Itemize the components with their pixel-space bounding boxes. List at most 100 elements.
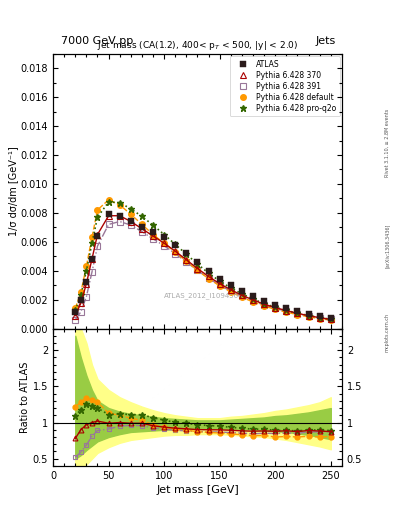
Pythia 6.428 default — [151, 231, 155, 238]
Pythia 6.428 370 — [140, 226, 144, 232]
ATLAS — [195, 259, 200, 265]
ATLAS — [228, 282, 233, 288]
Line: Pythia 6.428 370: Pythia 6.428 370 — [72, 213, 334, 322]
Pythia 6.428 pro-q2o — [73, 307, 78, 313]
Pythia 6.428 default — [195, 267, 200, 273]
Pythia 6.428 391 — [118, 219, 122, 225]
Text: [arXiv:1306.3436]: [arXiv:1306.3436] — [385, 224, 390, 268]
Pythia 6.428 default — [262, 303, 266, 309]
Pythia 6.428 pro-q2o — [195, 261, 200, 267]
Pythia 6.428 370 — [195, 265, 200, 271]
Pythia 6.428 370 — [217, 281, 222, 287]
Line: Pythia 6.428 391: Pythia 6.428 391 — [72, 219, 334, 323]
Pythia 6.428 default — [73, 305, 78, 311]
Pythia 6.428 pro-q2o — [240, 291, 244, 297]
Pythia 6.428 default — [217, 283, 222, 289]
Pythia 6.428 391 — [251, 298, 255, 304]
ATLAS — [217, 275, 222, 282]
Pythia 6.428 370 — [273, 305, 277, 311]
Pythia 6.428 391 — [151, 236, 155, 242]
Pythia 6.428 391 — [306, 313, 311, 319]
Pythia 6.428 pro-q2o — [273, 304, 277, 310]
Pythia 6.428 370 — [151, 233, 155, 239]
Pythia 6.428 391 — [284, 308, 289, 314]
Y-axis label: 1/σ dσ/dm [GeV⁻¹]: 1/σ dσ/dm [GeV⁻¹] — [8, 146, 18, 236]
ATLAS — [151, 228, 155, 234]
Pythia 6.428 370 — [129, 219, 133, 225]
Pythia 6.428 pro-q2o — [217, 278, 222, 284]
Line: ATLAS: ATLAS — [72, 211, 334, 321]
Pythia 6.428 391 — [106, 221, 111, 227]
Pythia 6.428 pro-q2o — [79, 292, 83, 298]
ATLAS — [79, 297, 83, 304]
Pythia 6.428 370 — [262, 301, 266, 307]
Pythia 6.428 default — [106, 197, 111, 203]
Pythia 6.428 default — [140, 221, 144, 227]
Pythia 6.428 pro-q2o — [295, 310, 300, 316]
ATLAS — [295, 308, 300, 314]
Pythia 6.428 default — [95, 207, 100, 213]
Pythia 6.428 370 — [162, 240, 167, 246]
Pythia 6.428 370 — [173, 248, 178, 254]
Pythia 6.428 391 — [173, 250, 178, 257]
ATLAS — [284, 305, 289, 311]
Pythia 6.428 391 — [273, 305, 277, 311]
Text: Rivet 3.1.10, ≥ 2.8M events: Rivet 3.1.10, ≥ 2.8M events — [385, 109, 390, 178]
Pythia 6.428 370 — [329, 316, 333, 323]
Pythia 6.428 default — [118, 202, 122, 208]
Pythia 6.428 default — [240, 294, 244, 301]
ATLAS — [251, 293, 255, 299]
Pythia 6.428 pro-q2o — [206, 270, 211, 276]
Pythia 6.428 pro-q2o — [329, 316, 333, 323]
Pythia 6.428 pro-q2o — [95, 214, 100, 220]
ATLAS — [73, 309, 78, 315]
Pythia 6.428 370 — [90, 256, 94, 262]
ATLAS — [306, 311, 311, 317]
Pythia 6.428 default — [162, 240, 167, 246]
ATLAS — [206, 268, 211, 274]
Pythia 6.428 370 — [73, 312, 78, 318]
Pythia 6.428 default — [206, 275, 211, 282]
Pythia 6.428 391 — [184, 259, 189, 265]
Pythia 6.428 default — [184, 258, 189, 264]
Pythia 6.428 391 — [79, 309, 83, 315]
Pythia 6.428 default — [173, 249, 178, 255]
ATLAS — [184, 250, 189, 257]
ATLAS — [106, 211, 111, 218]
Pythia 6.428 pro-q2o — [262, 301, 266, 307]
Pythia 6.428 default — [129, 211, 133, 218]
Pythia 6.428 391 — [317, 315, 322, 321]
Pythia 6.428 default — [79, 289, 83, 295]
Pythia 6.428 370 — [84, 281, 89, 287]
ATLAS — [262, 298, 266, 304]
Text: mcplots.cern.ch: mcplots.cern.ch — [385, 313, 390, 352]
Pythia 6.428 370 — [118, 212, 122, 219]
Pythia 6.428 391 — [95, 243, 100, 249]
Legend: ATLAS, Pythia 6.428 370, Pythia 6.428 391, Pythia 6.428 default, Pythia 6.428 pr: ATLAS, Pythia 6.428 370, Pythia 6.428 39… — [230, 56, 340, 116]
Pythia 6.428 370 — [184, 257, 189, 263]
Pythia 6.428 391 — [84, 294, 89, 300]
Line: Pythia 6.428 default: Pythia 6.428 default — [72, 197, 334, 323]
ATLAS — [317, 313, 322, 319]
Pythia 6.428 default — [84, 263, 89, 269]
Pythia 6.428 default — [284, 309, 289, 315]
Text: Jets: Jets — [316, 36, 336, 46]
Pythia 6.428 pro-q2o — [84, 268, 89, 274]
Pythia 6.428 pro-q2o — [284, 307, 289, 313]
Pythia 6.428 pro-q2o — [162, 231, 167, 238]
Pythia 6.428 391 — [129, 222, 133, 228]
Pythia 6.428 391 — [295, 311, 300, 317]
Text: ATLAS_2012_I1094564: ATLAS_2012_I1094564 — [163, 292, 243, 299]
Pythia 6.428 default — [306, 314, 311, 320]
Pythia 6.428 391 — [329, 316, 333, 323]
Pythia 6.428 391 — [73, 317, 78, 323]
Pythia 6.428 default — [228, 289, 233, 295]
Pythia 6.428 370 — [79, 300, 83, 306]
ATLAS — [140, 224, 144, 230]
ATLAS — [129, 218, 133, 224]
ATLAS — [162, 234, 167, 241]
Pythia 6.428 370 — [251, 297, 255, 303]
Pythia 6.428 391 — [262, 302, 266, 308]
Pythia 6.428 370 — [317, 314, 322, 321]
Pythia 6.428 default — [295, 312, 300, 318]
